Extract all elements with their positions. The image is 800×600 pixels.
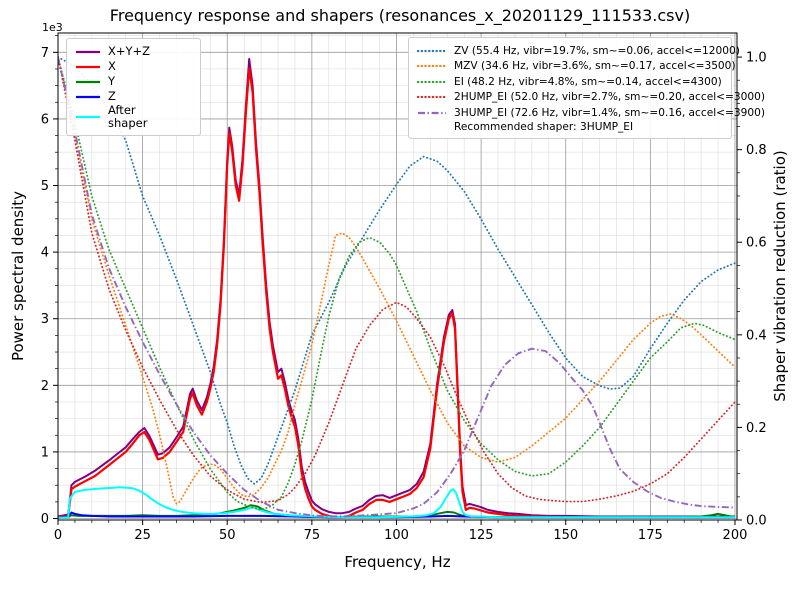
legend-item-sum: X+Y+Z [75,44,192,59]
legend-item-label: X [108,58,116,73]
y-left-tick-label: 4 [41,246,49,261]
legend-item-mzv: MZV (34.6 Hz, vibr=3.6%, sm~=0.17, accel… [417,59,736,75]
y-left-tick-label: 7 [41,46,49,61]
y-right-tick-label: 0.8 [746,143,767,158]
legend-line-sample-3hump_ei [418,111,446,114]
y-right-tick-label: 0.0 [746,514,767,529]
legend-line-sample-2hump_ei [417,96,447,99]
legend-item-label: ZV (55.4 Hz, vibr=19.7%, sm~=0.06, accel… [454,44,740,57]
y-right-tick-label: 1.0 [746,51,767,66]
y-left-tick-label: 3 [41,312,49,327]
y-left-tick-label: 5 [41,179,49,194]
legend-line-sample-zv [417,49,447,52]
y-left-tick-label: 1 [41,445,49,460]
legend-item-y: Y [75,74,192,89]
recommended-shaper-text: Recommended shaper: 3HUMP_EI [454,120,634,133]
legend-line-sample-x [76,65,100,68]
legend-item-label: Z [108,88,116,103]
axes-spines [57,32,738,521]
series-3hump_ei [58,56,736,518]
series-2hump_ei [58,56,736,504]
y-right-tick-label: 0.4 [746,328,767,343]
legend-line-sample-y [76,80,100,83]
x-tick-label: 25 [134,528,151,543]
legend-line-sample-ei [417,80,447,83]
x-tick-label: 150 [553,528,578,543]
legend-item-2hump_ei: 2HUMP_EI (52.0 Hz, vibr=2.7%, sm~=0.20, … [417,90,765,106]
legend-item-label: MZV (34.6 Hz, vibr=3.6%, sm~=0.17, accel… [454,60,736,73]
x-tick-label: 0 [54,528,62,543]
legend-item-x: X [75,59,192,74]
legend-item-label: 3HUMP_EI (72.6 Hz, vibr=1.4%, sm~=0.16, … [454,106,765,119]
series-zv [58,56,736,485]
legend-line-sample-sum [76,50,100,53]
y-right-tick-label: 0.2 [746,421,767,436]
legend-item-label: After shaper [108,103,148,131]
legend-line-sample-after_shaper [76,116,100,119]
x-tick-label: 125 [469,528,494,543]
chart-title: Frequency response and shapers (resonanc… [109,6,691,25]
legend-item-label: 2HUMP_EI (52.0 Hz, vibr=2.7%, sm~=0.20, … [454,91,765,104]
x-tick-label: 75 [304,528,321,543]
y-axis-label-left: Power spectral density [9,190,27,362]
series-ei [58,56,736,511]
legend-psd: X+Y+Z X Y Z After shaper [66,38,201,137]
legend-item-label: EI (48.2 Hz, vibr=4.8%, sm~=0.14, accel<… [454,75,722,88]
legend-item-ei: EI (48.2 Hz, vibr=4.8%, sm~=0.14, accel<… [417,74,723,90]
y-axis-label-right: Shaper vibration reduction (ratio) [771,150,789,402]
x-axis-label: Frequency, Hz [344,553,451,571]
y-left-tick-label: 2 [41,379,49,394]
legend-shapers: ZV (55.4 Hz, vibr=19.7%, sm~=0.06, accel… [408,37,765,139]
legend-item-label: Y [108,73,116,88]
y-right-tick-label: 0.6 [746,236,767,251]
y-axis-offset-label: 1e3 [42,21,63,34]
series-mzv [58,56,736,505]
x-tick-label: 200 [723,528,748,543]
legend-item-zv: ZV (55.4 Hz, vibr=19.7%, sm~=0.06, accel… [417,43,740,59]
x-tick-label: 175 [638,528,663,543]
legend-item-label: X+Y+Z [108,43,151,58]
legend-item-z: Z [75,89,192,104]
series-after_shaper [58,486,735,519]
x-tick-label: 100 [384,528,409,543]
legend-line-sample-z [76,95,100,98]
y-left-tick-label: 6 [41,112,49,127]
y-left-tick-label: 0 [41,512,49,527]
legend-item-3hump_ei: 3HUMP_EI (72.6 Hz, vibr=1.4%, sm~=0.16, … [417,105,765,121]
x-tick-label: 50 [219,528,236,543]
legend-item-after_shaper: After shaper [75,103,192,131]
legend-line-sample-mzv [417,65,447,68]
